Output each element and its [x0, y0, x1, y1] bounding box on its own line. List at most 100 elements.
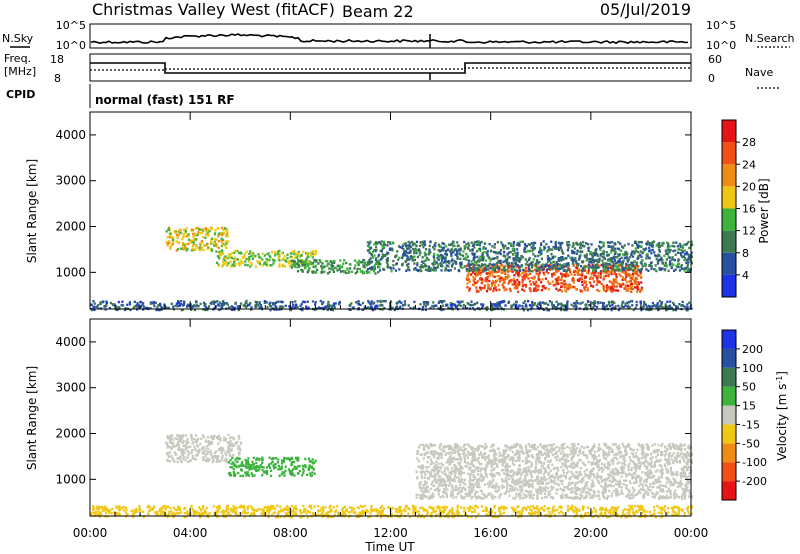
heatmap-cell [620, 256, 623, 259]
heatmap-cell [476, 301, 479, 305]
heatmap-cell [371, 266, 374, 269]
heatmap-cell [546, 250, 549, 253]
heatmap-cell [641, 259, 644, 262]
heatmap-cell [681, 246, 685, 249]
heatmap-cell [406, 256, 409, 260]
heatmap-cell [180, 451, 183, 455]
heatmap-cell [451, 302, 454, 306]
heatmap-cell [415, 251, 418, 255]
heatmap-cell [354, 272, 357, 275]
heatmap-cell [565, 308, 568, 312]
heatmap-cell [511, 270, 514, 273]
heatmap-cell [375, 249, 378, 252]
heatmap-cell [551, 304, 554, 308]
heatmap-cell [481, 257, 484, 261]
heatmap-cell [675, 444, 678, 447]
heatmap-cell [630, 466, 634, 470]
heatmap-cell [686, 309, 689, 312]
heatmap-cell [681, 249, 684, 252]
heatmap-cell [518, 243, 521, 246]
heatmap-cell [202, 248, 205, 252]
heatmap-cell [481, 256, 484, 259]
heatmap-cell [463, 240, 466, 244]
heatmap-cell [302, 467, 305, 470]
heatmap-cell [203, 244, 206, 247]
heatmap-cell [549, 460, 552, 464]
heatmap-cell [641, 453, 644, 456]
heatmap-cell [227, 461, 231, 464]
heatmap-cell [471, 463, 474, 466]
heatmap-cell [499, 458, 502, 461]
heatmap-cell [228, 254, 231, 257]
heatmap-cell [336, 269, 339, 272]
heatmap-cell [548, 265, 551, 268]
heatmap-cell [646, 241, 649, 244]
heatmap-cell [431, 480, 434, 484]
heatmap-cell [612, 257, 615, 260]
heatmap-cell [668, 256, 671, 259]
heatmap-cell [472, 475, 475, 479]
heatmap-cell [636, 245, 639, 248]
heatmap-cell [191, 455, 194, 458]
heatmap-cell [202, 456, 205, 459]
heatmap-cell [263, 254, 266, 257]
heatmap-cell [610, 270, 613, 273]
heatmap-cell [664, 261, 667, 264]
heatmap-cell [601, 301, 604, 305]
heatmap-cell [581, 272, 584, 275]
heatmap-cell [447, 447, 450, 451]
heatmap-cell [650, 465, 653, 468]
heatmap-cell [154, 301, 157, 305]
heatmap-cell [599, 276, 602, 279]
heatmap-cell [517, 494, 521, 497]
heatmap-cell [510, 262, 513, 265]
heatmap-cell [461, 479, 464, 482]
heatmap-cell [179, 231, 182, 235]
heatmap-cell [624, 304, 627, 308]
heatmap-cell [234, 256, 237, 259]
heatmap-cell [252, 252, 255, 255]
heatmap-cell [282, 257, 285, 261]
heatmap-cell [636, 282, 639, 285]
heatmap-cell [221, 454, 224, 457]
heatmap-cell [172, 305, 175, 308]
heatmap-cell [330, 308, 333, 311]
heatmap-cell [630, 282, 634, 285]
heatmap-cell [627, 267, 630, 270]
heatmap-cell [301, 474, 304, 477]
heatmap-cell [612, 289, 615, 293]
heatmap-cell [363, 259, 366, 262]
heatmap-cell [297, 456, 300, 459]
heatmap-cell [391, 247, 394, 250]
heatmap-cell [413, 262, 416, 265]
heatmap-cell [419, 303, 422, 306]
heatmap-cell [484, 269, 487, 272]
heatmap-cell [190, 433, 193, 437]
heatmap-cell [308, 251, 312, 254]
heatmap-cell [189, 445, 192, 448]
heatmap-cell [668, 443, 671, 446]
heatmap-cell [461, 449, 464, 452]
heatmap-cell [591, 253, 594, 257]
heatmap-cell [678, 448, 681, 451]
heatmap-cell [495, 270, 499, 274]
heatmap-cell [618, 265, 621, 268]
heatmap-cell [535, 265, 538, 268]
heatmap-cell [235, 441, 238, 444]
heatmap-cell [679, 245, 682, 248]
heatmap-cell [604, 266, 607, 269]
heatmap-cell [500, 271, 503, 274]
heatmap-cell [510, 244, 513, 247]
heatmap-cell [654, 268, 657, 272]
heatmap-cell [311, 461, 314, 464]
heatmap-cell [392, 267, 395, 270]
heatmap-cell [481, 253, 484, 256]
heatmap-cell [642, 305, 645, 308]
heatmap-cell [267, 252, 270, 255]
heatmap-cell [257, 469, 260, 472]
heatmap-cell [459, 263, 462, 267]
heatmap-cell [468, 445, 471, 448]
heatmap-cell [606, 288, 609, 292]
heatmap-cell [414, 247, 417, 250]
heatmap-cell [481, 456, 484, 459]
